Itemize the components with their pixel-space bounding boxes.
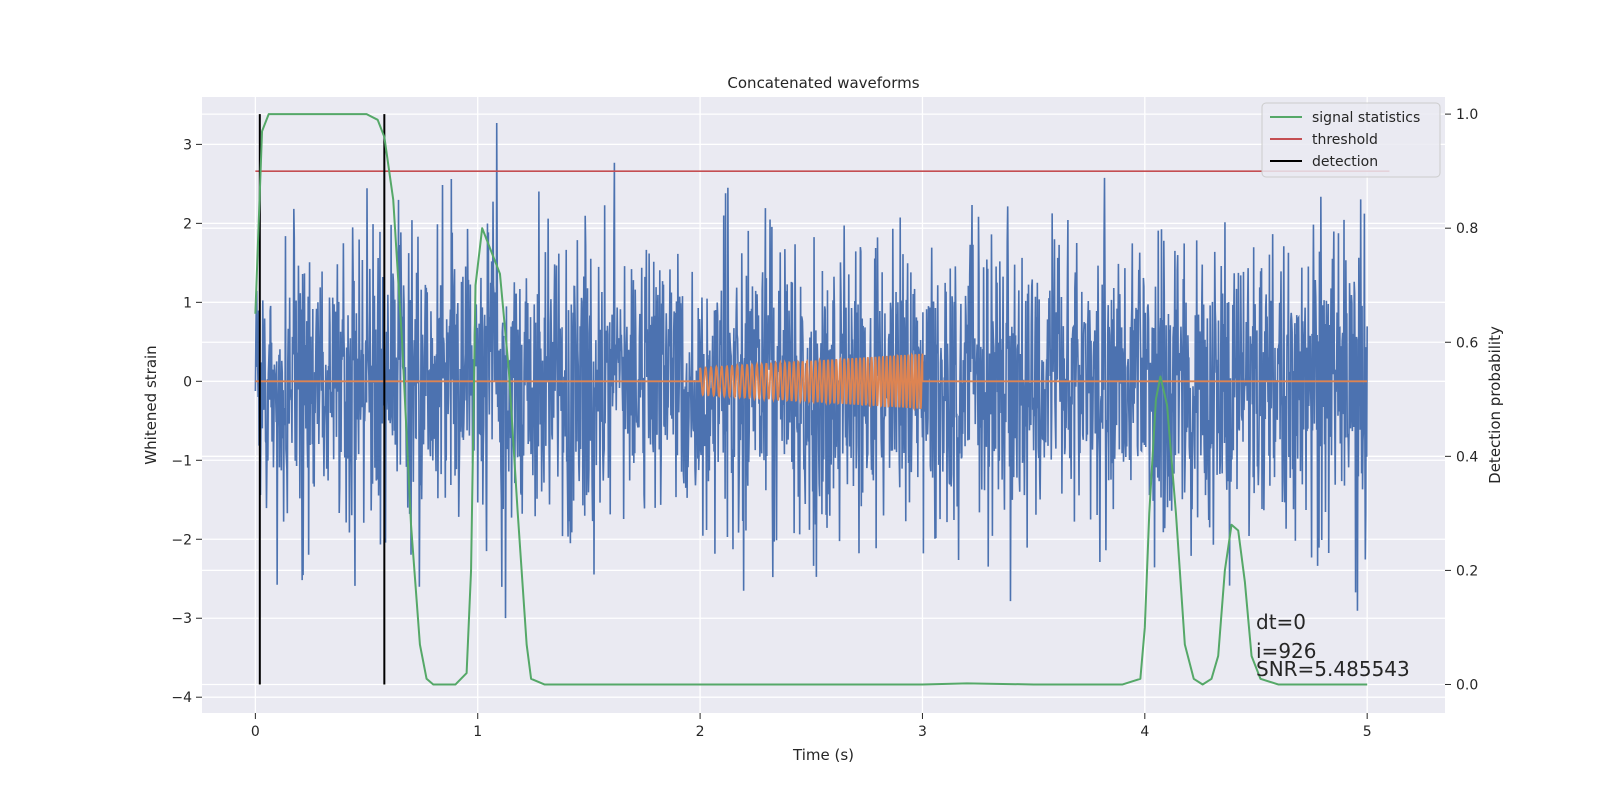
y-tick-label-7: 3: [183, 137, 192, 153]
x-tick-label-3: 3: [918, 724, 927, 740]
x-tick-label-1: 1: [473, 724, 482, 740]
annotation-2: SNR=5.485543: [1256, 657, 1410, 681]
y-right-tick-label-3: 0.6: [1456, 335, 1478, 351]
x-tick-label-4: 4: [1140, 724, 1149, 740]
y-right-axis-label: Detection probability: [1486, 326, 1504, 484]
legend-label-0: signal statistics: [1312, 110, 1420, 126]
series-signal-statistics-line: [254, 113, 1368, 686]
y-right-tick-label-0: 0.0: [1456, 677, 1478, 693]
annotation-0: dt=0: [1256, 610, 1306, 634]
x-tick-label-2: 2: [696, 724, 705, 740]
legend: signal statistics threshold detection: [1261, 102, 1441, 178]
series-injection-line: [255, 352, 1368, 412]
y-axis-label: Whitened strain: [142, 345, 160, 464]
y-tick-label-5: 1: [183, 295, 192, 311]
legend-box: [1261, 102, 1441, 178]
chart-title: Concatenated waveforms: [727, 74, 919, 92]
x-tick-label-5: 5: [1363, 724, 1372, 740]
y-tick-label-2: −2: [171, 532, 192, 548]
y-tick-label-1: −3: [171, 611, 192, 627]
annotation-1: i=926: [1256, 639, 1317, 663]
y-tick-label-6: 2: [183, 216, 192, 232]
series-noise-line: [254, 123, 1368, 619]
y-tick-label-0: −4: [171, 690, 192, 706]
y-tick-label-3: −1: [171, 453, 192, 469]
y-right-tick-label-5: 1.0: [1456, 107, 1478, 123]
y-right-tick-label-1: 0.2: [1456, 563, 1478, 579]
legend-label-2: detection: [1312, 154, 1378, 170]
legend-label-1: threshold: [1312, 132, 1378, 148]
x-axis-label: Time (s): [792, 746, 854, 764]
x-tick-label-0: 0: [251, 724, 260, 740]
y-right-tick-label-2: 0.4: [1456, 449, 1478, 465]
y-tick-label-4: 0: [183, 374, 192, 390]
y-right-tick-label-4: 0.8: [1456, 221, 1478, 237]
